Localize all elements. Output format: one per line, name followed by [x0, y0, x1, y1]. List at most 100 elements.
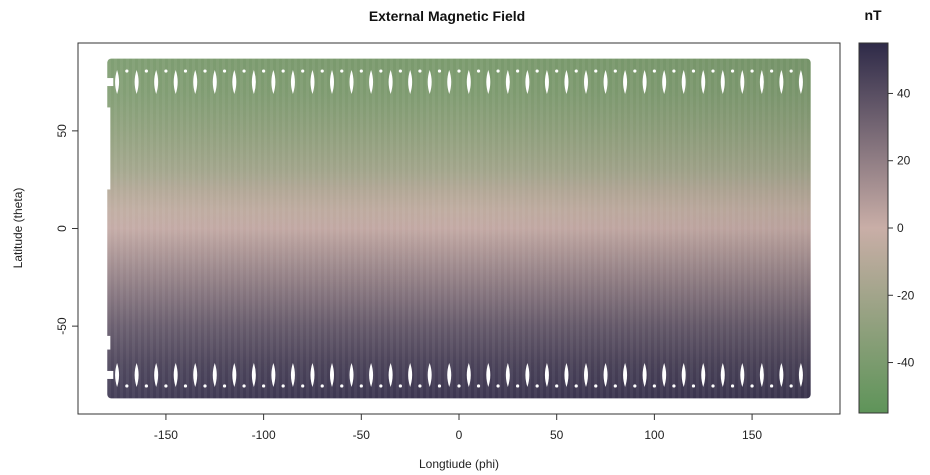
data-gap [340, 69, 344, 73]
data-gap [164, 69, 168, 73]
x-tick-label: 0 [456, 428, 463, 442]
data-gap [681, 362, 686, 387]
data-gap [193, 362, 198, 387]
data-gap [662, 70, 667, 95]
data-gap [232, 70, 237, 95]
colorbar-tick-label: -40 [897, 356, 915, 370]
data-gap [466, 362, 471, 387]
data-gap [115, 70, 120, 95]
data-gap [125, 69, 129, 73]
colorbar-gradient [858, 42, 889, 414]
data-gap [525, 362, 530, 387]
data-gap [759, 362, 764, 387]
data-gap [183, 69, 188, 73]
data-gap [564, 70, 569, 95]
data-gap [711, 69, 715, 73]
data-gap [203, 384, 207, 388]
data-gap [691, 69, 696, 73]
data-gap [301, 384, 305, 388]
data-gap [183, 384, 188, 388]
data-gap [672, 69, 676, 73]
data-gap [349, 70, 354, 95]
data-gap [642, 362, 647, 387]
data-gap [642, 70, 647, 95]
data-gap [281, 69, 285, 73]
data-gap [798, 362, 803, 387]
x-tick-label: 150 [742, 428, 762, 442]
data-gap [535, 69, 539, 73]
data-gap [505, 70, 510, 95]
colorbar-ticks: 40 20 0 -20 -40 [888, 86, 915, 370]
x-tick-label: 100 [644, 428, 664, 442]
data-gap [310, 362, 315, 387]
data-gap [369, 70, 374, 95]
data-gap [330, 70, 334, 95]
data-gap [730, 69, 735, 73]
data-gap [437, 384, 442, 388]
data-gap [310, 70, 315, 95]
x-tick-label: -50 [353, 428, 371, 442]
data-gap [359, 384, 363, 388]
y-tick-label: 0 [55, 225, 69, 232]
data-gap [408, 70, 413, 95]
data-gap [262, 69, 266, 73]
data-gap [408, 362, 413, 387]
data-gap [613, 384, 617, 388]
x-tick-label: 50 [550, 428, 564, 442]
data-gap [242, 384, 246, 388]
data-gap [222, 384, 227, 388]
data-gap [555, 69, 559, 73]
y-axis: -50 0 50 [55, 124, 78, 335]
colorbar-tick-label: -20 [897, 288, 915, 302]
data-gap [427, 70, 432, 95]
data-gap [691, 384, 696, 388]
data-gap [779, 362, 784, 387]
data-gap [447, 70, 452, 95]
data-gap [242, 69, 246, 73]
data-gap [437, 69, 442, 73]
data-gap [770, 69, 774, 73]
data-gap [154, 70, 159, 95]
data-gap [516, 69, 520, 73]
data-gap [486, 362, 491, 387]
data-gap [388, 70, 393, 95]
data-gap [740, 70, 745, 95]
data-gap [505, 362, 510, 387]
data-gap [623, 70, 628, 95]
data-gap [623, 362, 628, 387]
data-gap [789, 69, 793, 73]
data-gap [613, 69, 617, 73]
data-gap [525, 70, 530, 95]
data-gap [398, 69, 402, 73]
data-gap [544, 362, 549, 387]
data-gap [662, 362, 667, 387]
data-gap [262, 384, 266, 388]
data-gaps [106, 69, 803, 388]
field-lon-shade [107, 58, 811, 399]
data-gap [603, 362, 608, 387]
data-gap [652, 384, 656, 388]
data-gap [388, 362, 393, 387]
data-gap [798, 70, 803, 95]
data-gap [369, 362, 374, 387]
data-gap [251, 70, 256, 95]
data-gap [398, 384, 402, 388]
data-gap [281, 384, 285, 388]
data-gap [427, 362, 432, 387]
data-gap [301, 69, 305, 73]
data-gap [555, 384, 559, 388]
x-tick-label: -100 [252, 428, 276, 442]
data-gap [457, 384, 461, 388]
data-gap [134, 70, 139, 95]
data-gap [652, 69, 656, 73]
data-gap [770, 384, 774, 388]
colorbar-tick-label: 0 [897, 221, 904, 235]
data-gap [106, 78, 114, 87]
field-raster [107, 58, 811, 399]
data-gap [457, 69, 461, 73]
data-gap [701, 70, 706, 95]
data-gap [447, 362, 452, 387]
data-gap [251, 362, 256, 387]
data-gap [173, 70, 178, 95]
data-gap [789, 384, 793, 388]
